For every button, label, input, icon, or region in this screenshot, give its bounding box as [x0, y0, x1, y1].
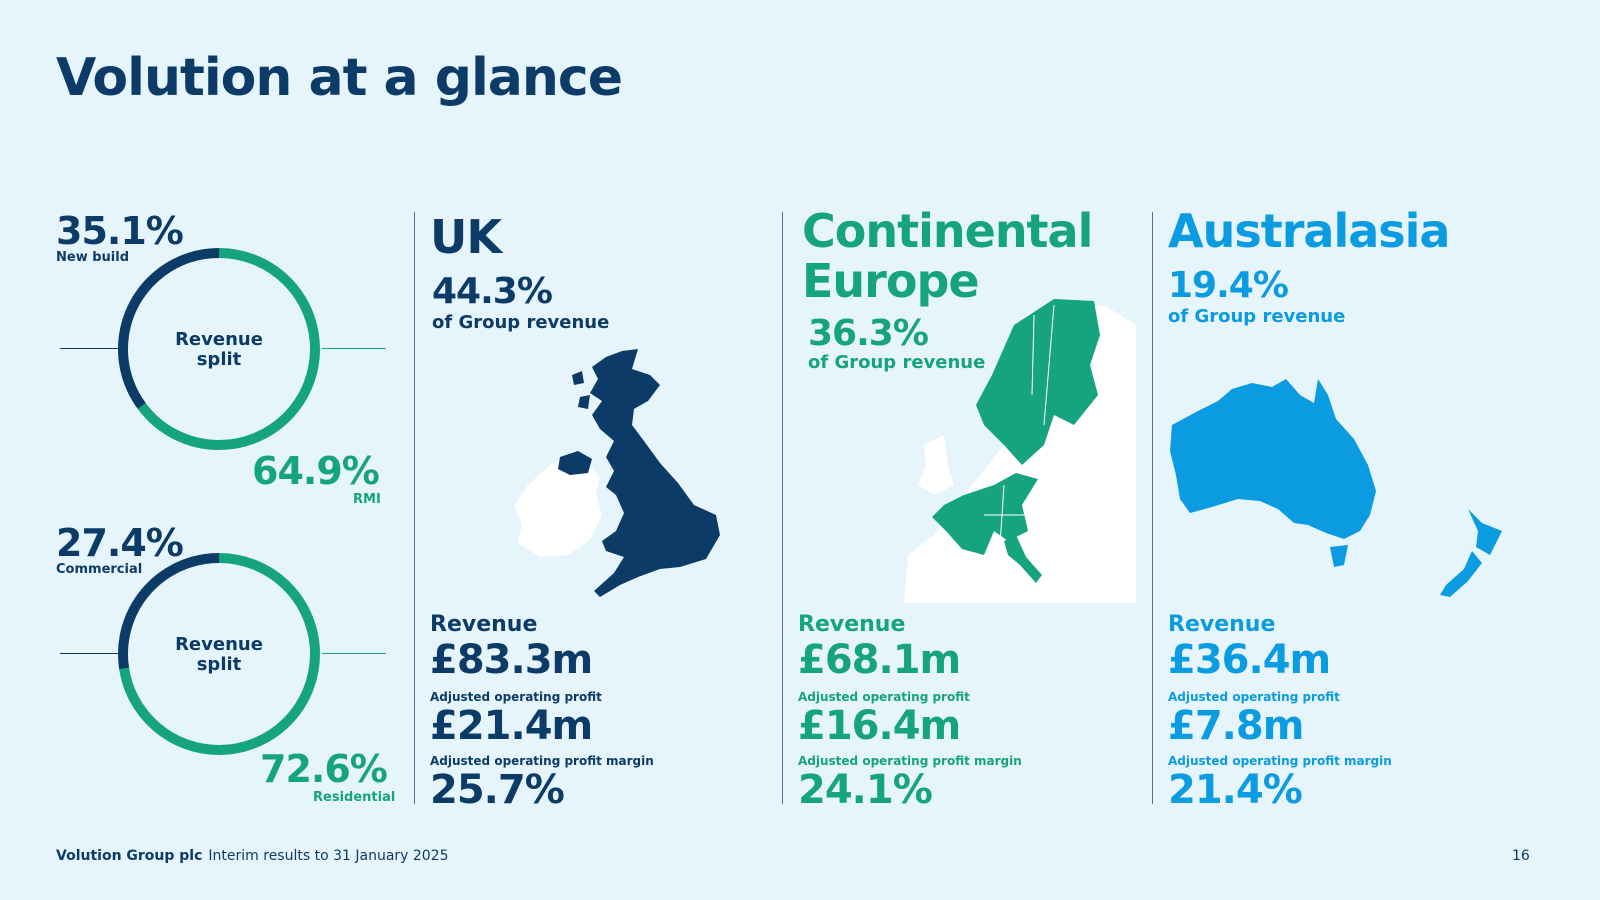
europe-map-icon [904, 299, 1136, 603]
donut-1-top-segment [118, 248, 320, 450]
uk-margin-value: 25.7% [430, 767, 565, 813]
australasia-revenue-label: Revenue [1168, 612, 1276, 637]
donut-chart-1 [118, 248, 320, 450]
page-title: Volution at a glance [56, 48, 623, 108]
europe-title-line2: Europe [802, 254, 980, 308]
donut-2-bottom-value: 72.6% [260, 747, 388, 791]
divider-australasia [1152, 212, 1153, 804]
australasia-revenue-value: £36.4m [1168, 637, 1331, 683]
donut-2-top-label: Commercial [56, 562, 143, 577]
uk-title: UK [430, 210, 502, 264]
donut-1-center-line1: Revenue [175, 329, 263, 350]
australasia-profit-label: Adjusted operating profit [1168, 690, 1340, 704]
donut-2-center-line1: Revenue [175, 634, 263, 655]
europe-share: 36.3% [808, 313, 929, 354]
footer-subtitle: Interim results to 31 January 2025 [208, 848, 449, 864]
europe-revenue-label: Revenue [798, 612, 906, 637]
donut-1-center-label: Revenue split [149, 330, 289, 370]
donut-chart-2 [118, 553, 320, 755]
donut-2-bottom-label: Residential [313, 790, 396, 805]
uk-share-label: of Group revenue [432, 312, 610, 333]
donut-2-right-rule [322, 653, 386, 654]
uk-map-icon [514, 349, 720, 597]
australasia-margin-label: Adjusted operating profit margin [1168, 754, 1392, 768]
europe-revenue-value: £68.1m [798, 637, 961, 683]
uk-share: 44.3% [432, 271, 553, 312]
donut-1-bottom-value: 64.9% [252, 449, 380, 493]
uk-revenue-label: Revenue [430, 612, 538, 637]
europe-margin-label: Adjusted operating profit margin [798, 754, 1022, 768]
donut-2-top-segment [118, 553, 320, 755]
australasia-title: Australasia [1168, 204, 1450, 258]
donut-2-left-rule [60, 653, 120, 654]
australasia-profit-value: £7.8m [1168, 703, 1304, 749]
uk-revenue-value: £83.3m [430, 637, 593, 683]
donut-1-top-label: New build [56, 250, 130, 265]
australasia-margin-value: 21.4% [1168, 767, 1303, 813]
donut-1-center-line2: split [196, 349, 242, 370]
europe-title: Continental Europe [802, 204, 1093, 308]
divider-uk [414, 212, 415, 804]
donut-1-left-rule [60, 348, 120, 349]
donut-1-top-value: 35.1% [56, 209, 184, 253]
uk-margin-label: Adjusted operating profit margin [430, 754, 654, 768]
donut-1-bottom-label: RMI [353, 492, 381, 507]
footer: Volution Group plc Interim results to 31 … [56, 848, 449, 864]
europe-title-line1: Continental [802, 204, 1093, 258]
australasia-map-icon [1170, 379, 1502, 597]
donut-2-center-label: Revenue split [149, 635, 289, 675]
australasia-share-label: of Group revenue [1168, 306, 1346, 327]
page-number: 16 [1512, 848, 1530, 864]
uk-profit-label: Adjusted operating profit [430, 690, 602, 704]
uk-profit-value: £21.4m [430, 703, 593, 749]
footer-company: Volution Group plc [56, 848, 203, 864]
europe-margin-value: 24.1% [798, 767, 933, 813]
europe-profit-label: Adjusted operating profit [798, 690, 970, 704]
europe-profit-value: £16.4m [798, 703, 961, 749]
donut-2-top-value: 27.4% [56, 521, 184, 565]
australasia-share: 19.4% [1168, 265, 1289, 306]
donut-2-center-line2: split [196, 654, 242, 675]
europe-share-label: of Group revenue [808, 352, 986, 373]
donut-1-right-rule [322, 348, 386, 349]
divider-europe [782, 212, 783, 804]
